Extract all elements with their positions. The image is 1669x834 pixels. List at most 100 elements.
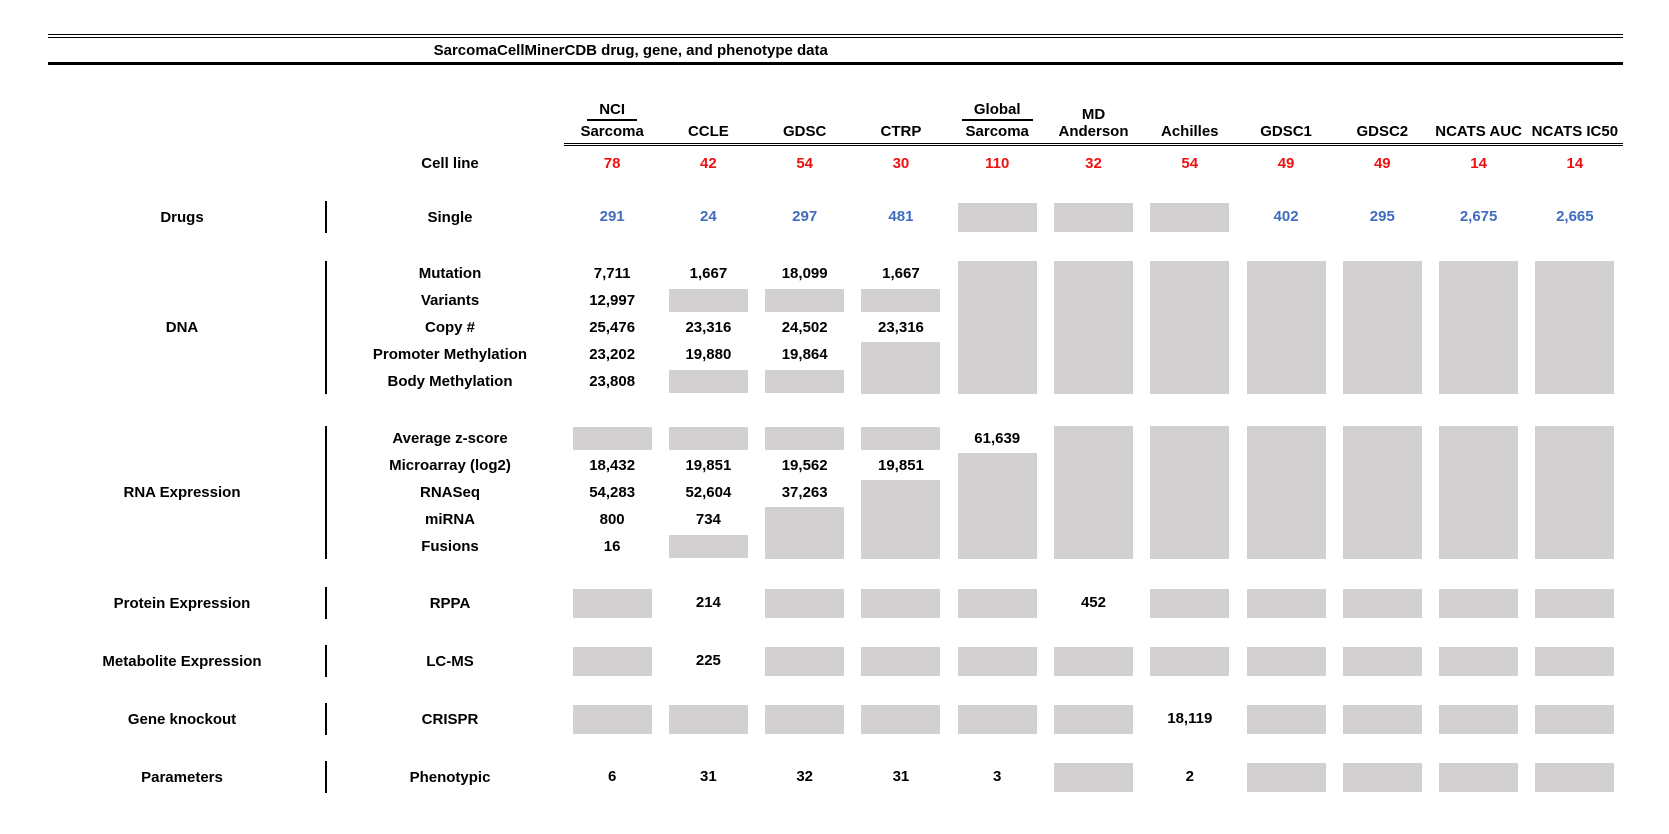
- missing-data-cell: [1527, 702, 1623, 736]
- missing-data-block: [957, 202, 1037, 232]
- missing-data-cell: [949, 586, 1045, 620]
- missing-data-cell: [949, 200, 1045, 234]
- column-header-label: NCATS IC50: [1531, 123, 1619, 140]
- data-value: 19,851: [878, 457, 924, 474]
- column-header-label: Sarcoma: [965, 123, 1029, 140]
- data-value: 25,476: [589, 319, 636, 336]
- column-header-label: GDSC1: [1260, 123, 1312, 140]
- missing-data-block: [957, 261, 1037, 394]
- missing-data-block: [1439, 588, 1519, 618]
- column-header-label: CTRP: [880, 123, 922, 140]
- data-value: 2,665: [1556, 208, 1594, 225]
- missing-data-cell: [757, 506, 853, 560]
- missing-data-block: [1535, 704, 1615, 734]
- data-value: 23,316: [878, 319, 924, 336]
- column-header: NCATS AUC: [1430, 91, 1526, 143]
- data-value: 19,880: [685, 346, 732, 363]
- missing-data-block: [1535, 261, 1615, 394]
- missing-data-cell: [1334, 760, 1430, 794]
- section-protein-expression: Protein Expression RPPA 214 452: [48, 586, 1623, 620]
- cell-line-row: Cell line 78 42 54 30 110 32 54 49 49 14 14: [48, 146, 1623, 180]
- column-header: Achilles: [1142, 91, 1238, 143]
- column-header: CTRP: [853, 91, 949, 143]
- missing-data-cell: [660, 287, 756, 314]
- missing-data-block: [1054, 261, 1133, 394]
- category-label: Protein Expression: [113, 594, 251, 612]
- missing-data-block: [1342, 588, 1422, 618]
- row-label: miRNA: [424, 511, 475, 528]
- section-rna-expression: RNA Expression Average z-score 61,639 Micro…: [48, 425, 1623, 560]
- missing-data-block: [1439, 762, 1519, 792]
- missing-data-cell: [853, 644, 949, 678]
- column-header: CCLE: [660, 91, 756, 143]
- missing-data-cell: [1334, 702, 1430, 736]
- missing-data-block: [668, 704, 748, 734]
- data-value: 52,604: [685, 484, 732, 501]
- row-label: Cell line: [421, 154, 479, 172]
- row-label: Variants: [420, 292, 480, 309]
- missing-data-block: [861, 289, 941, 312]
- column-header: MD Anderson: [1045, 91, 1141, 143]
- missing-data-cell: [564, 702, 660, 736]
- missing-data-cell: [660, 368, 756, 395]
- missing-data-cell: [757, 368, 853, 395]
- missing-data-cell: [853, 586, 949, 620]
- missing-data-cell: [1334, 425, 1430, 560]
- missing-data-block: [1246, 261, 1326, 394]
- missing-data-block: [957, 588, 1037, 618]
- data-value: 19,851: [685, 457, 732, 474]
- cell-line-count: 14: [1470, 154, 1487, 172]
- missing-data-cell: [1045, 425, 1141, 560]
- data-value: 31: [892, 768, 910, 785]
- missing-data-cell: [1430, 644, 1526, 678]
- missing-data-block: [861, 342, 941, 394]
- row-label: CRISPR: [421, 710, 479, 728]
- column-divider: [325, 703, 327, 735]
- missing-data-block: [1535, 426, 1615, 559]
- missing-data-block: [1439, 646, 1519, 676]
- data-value: 2: [1185, 768, 1194, 785]
- cell-line-count: 54: [1181, 154, 1199, 172]
- missing-data-cell: [1430, 760, 1526, 794]
- data-value: 16: [603, 538, 621, 555]
- missing-data-cell: [1142, 260, 1238, 395]
- data-value: 297: [792, 208, 818, 225]
- data-value: 6: [607, 768, 617, 785]
- figure-title: SarcomaCellMinerCDB drug, gene, and phen…: [433, 42, 828, 59]
- missing-data-cell: [660, 425, 756, 452]
- missing-data-cell: [1238, 425, 1334, 560]
- data-value: 18,099: [781, 265, 828, 282]
- missing-data-block: [1054, 704, 1133, 734]
- column-header-label: Achilles: [1161, 123, 1219, 140]
- row-label: Copy #: [424, 319, 475, 336]
- missing-data-block: [765, 289, 845, 312]
- missing-data-cell: [949, 452, 1045, 560]
- missing-data-block: [957, 704, 1037, 734]
- missing-data-block: [1150, 588, 1230, 618]
- data-value: 24,502: [781, 319, 828, 336]
- data-value: 37,263: [781, 484, 828, 501]
- missing-data-block: [1342, 646, 1422, 676]
- section-metabolite-expression: Metabolite Expression LC-MS 225: [48, 644, 1623, 678]
- column-divider: [325, 201, 327, 233]
- row-label: LC-MS: [426, 652, 474, 670]
- missing-data-block: [1439, 704, 1519, 734]
- missing-data-cell: [1238, 586, 1334, 620]
- data-value: 402: [1273, 208, 1299, 225]
- missing-data-cell: [1527, 644, 1623, 678]
- figure-table: SarcomaCellMinerCDB drug, gene, and phen…: [48, 34, 1623, 794]
- missing-data-cell: [1430, 260, 1526, 395]
- column-header-label: GDSC2: [1356, 123, 1409, 140]
- column-divider: [325, 261, 327, 394]
- column-divider: [325, 645, 327, 677]
- cell-line-count: 49: [1277, 154, 1295, 172]
- column-header: GDSC2: [1334, 91, 1430, 143]
- row-label: Body Methylation: [387, 373, 513, 390]
- category-label: RNA Expression: [123, 484, 241, 501]
- data-value: 23,202: [589, 346, 636, 363]
- column-divider: [325, 587, 327, 619]
- missing-data-cell: [660, 702, 756, 736]
- column-header: Global Sarcoma: [949, 91, 1045, 143]
- category-label: Drugs: [160, 208, 204, 226]
- missing-data-cell: [1142, 425, 1238, 560]
